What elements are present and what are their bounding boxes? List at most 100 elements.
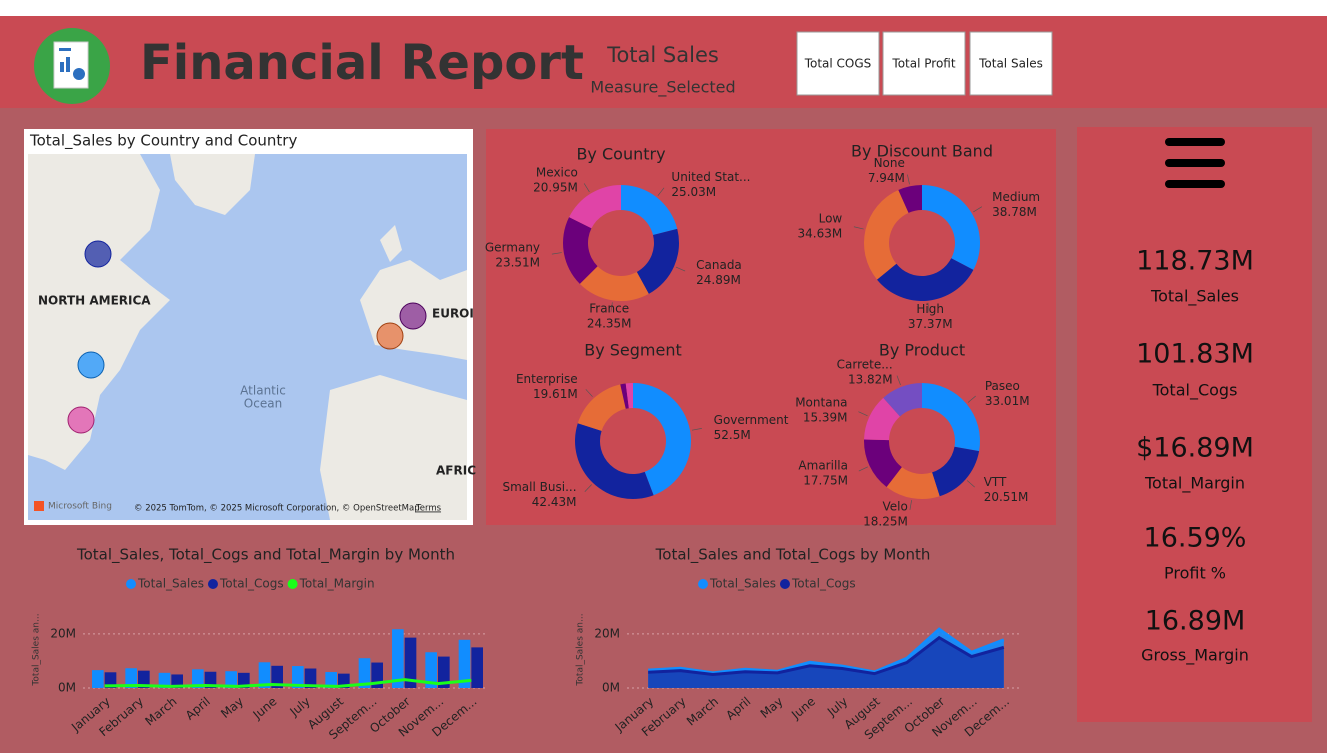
leader-line xyxy=(585,389,593,397)
map-attribution: © 2025 TomTom, © 2025 Microsoft Corporat… xyxy=(134,504,420,514)
bar xyxy=(325,672,337,688)
bar xyxy=(471,647,483,688)
legend-marker xyxy=(207,579,218,589)
slice-label: Medium xyxy=(992,190,1040,204)
chart-title: Total_Sales and Total_Cogs by Month xyxy=(655,546,931,565)
legend-label: Total_Cogs xyxy=(791,577,856,591)
bar xyxy=(392,629,404,688)
slice-value: 15.39M xyxy=(803,411,848,425)
donut-slice xyxy=(577,384,626,431)
country-bubble[interactable] xyxy=(67,406,95,434)
chart-title: By Discount Band xyxy=(851,142,993,161)
leader-line xyxy=(691,428,702,431)
measure-button[interactable]: Total Sales xyxy=(969,31,1053,96)
line xyxy=(104,678,472,688)
donut-slice xyxy=(636,228,679,294)
leader-line xyxy=(858,411,868,417)
chart-title: Total_Sales, Total_Cogs and Total_Margin… xyxy=(76,546,455,565)
line xyxy=(648,635,1005,676)
country-bubble[interactable] xyxy=(77,351,105,379)
slice-value: 7.94M xyxy=(868,171,905,185)
country-bubble[interactable] xyxy=(399,302,427,330)
bar xyxy=(92,670,104,688)
slice-value: 19.61M xyxy=(533,387,578,401)
slice-label: Amarilla xyxy=(798,458,848,472)
bar xyxy=(404,637,417,688)
bar xyxy=(238,672,250,688)
bar xyxy=(458,639,471,688)
kpi-value: $16.89M xyxy=(1136,433,1254,464)
leader-line xyxy=(927,302,930,313)
bar xyxy=(292,666,304,688)
donut-slice xyxy=(883,383,922,417)
kpi-label: Gross_Margin xyxy=(1141,646,1249,666)
measure-button[interactable]: Total Profit xyxy=(882,31,966,96)
slice-value: 52.5M xyxy=(714,428,751,442)
donut-slice xyxy=(863,439,902,487)
measure-button[interactable]: Total COGS xyxy=(796,31,880,96)
kpi-label: Total_Margin xyxy=(1144,474,1245,494)
leader-line xyxy=(675,266,686,272)
slice-label: Carrete... xyxy=(837,357,893,371)
legend-label: Total_Sales xyxy=(709,577,776,591)
legend-label: Total_Sales xyxy=(137,577,204,591)
slice-label: Small Busi... xyxy=(503,480,577,494)
donut-slice xyxy=(563,217,598,284)
slice-label: Low xyxy=(819,211,843,225)
country-bubble[interactable] xyxy=(376,322,404,350)
y-axis-label: Total_Sales an... xyxy=(576,613,586,686)
slice-label: Government xyxy=(714,413,789,427)
slice-label: Germany xyxy=(485,240,540,254)
kpi-panel xyxy=(1077,127,1312,722)
legend-marker xyxy=(698,579,708,589)
y-tick-label: 20M xyxy=(50,626,76,640)
country-bubble[interactable] xyxy=(84,240,112,268)
slice-label: Mexico xyxy=(536,166,578,180)
donut-slice xyxy=(620,383,629,409)
line xyxy=(648,627,1005,675)
slice-label: Paseo xyxy=(985,379,1020,393)
bing-logo xyxy=(34,501,44,511)
bar xyxy=(158,672,171,688)
button-label[interactable]: Total Profit xyxy=(891,57,955,71)
bar xyxy=(304,668,317,688)
leader-line xyxy=(967,395,976,403)
header-band xyxy=(0,16,1327,108)
bar xyxy=(338,673,350,688)
slice-label: None xyxy=(874,156,905,170)
y-axis-label: Total_Sales an... xyxy=(32,613,42,686)
kpi-value: 16.59% xyxy=(1144,523,1247,554)
slice-value: 38.78M xyxy=(992,205,1037,219)
bar xyxy=(125,668,137,688)
chart-title: By Country xyxy=(576,145,665,164)
legend-marker xyxy=(779,579,790,589)
slice-value: 24.89M xyxy=(696,273,741,287)
slice-value: 18.25M xyxy=(863,514,908,528)
donut-slice xyxy=(633,383,691,496)
button-label[interactable]: Total Sales xyxy=(978,57,1043,71)
map-terms[interactable]: Terms xyxy=(415,504,442,514)
donut-slice xyxy=(922,383,981,452)
leader-line xyxy=(584,484,592,492)
bar xyxy=(438,656,450,688)
kpi-value: 16.89M xyxy=(1145,606,1246,637)
bar xyxy=(225,671,237,688)
menu-icon[interactable] xyxy=(1165,138,1225,188)
kpi-label: Profit % xyxy=(1164,564,1226,583)
slice-value: 34.63M xyxy=(798,226,843,240)
chart-title: By Segment xyxy=(584,341,682,360)
bar xyxy=(171,674,183,688)
button-label[interactable]: Total COGS xyxy=(804,57,872,71)
report-title: Financial Report xyxy=(140,35,584,91)
bar xyxy=(358,658,371,688)
leader-line xyxy=(909,500,912,511)
y-tick-label: 0M xyxy=(602,681,620,695)
slice-value: 20.51M xyxy=(984,490,1029,504)
slice-value: 20.95M xyxy=(533,181,578,195)
y-tick-label: 20M xyxy=(594,626,620,640)
leader-line xyxy=(858,466,868,472)
legend-label: Total_Margin xyxy=(299,577,375,591)
